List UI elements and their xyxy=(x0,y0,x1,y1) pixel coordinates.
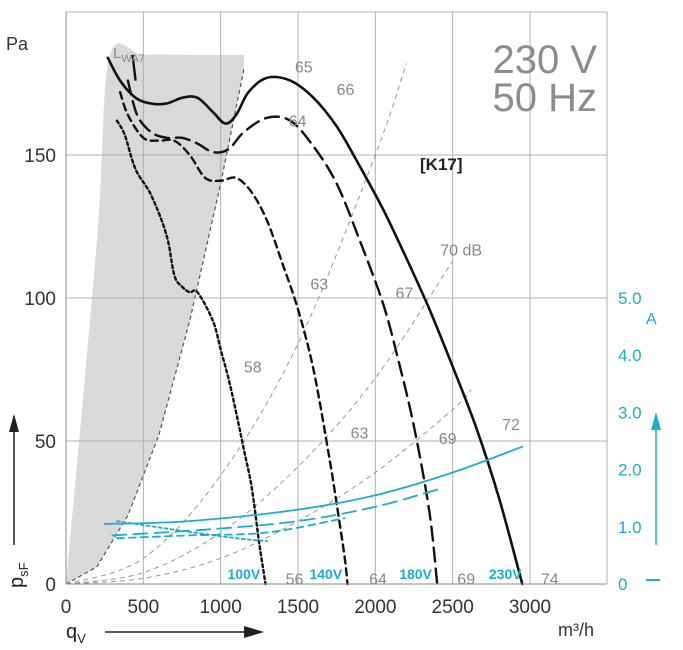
x-tick-label: 2000 xyxy=(354,597,396,618)
x-axis-arrow-head xyxy=(244,626,264,638)
lwa-label: LWA7 xyxy=(113,45,145,65)
right-unit-label: A xyxy=(646,311,657,328)
y-tick-label: 150 xyxy=(24,146,56,167)
y-axis-symbol: psF xyxy=(6,562,31,588)
model-label: [K17] xyxy=(420,155,463,174)
axes xyxy=(9,12,661,638)
x-tick-label: 1500 xyxy=(277,597,319,618)
right-tick-label: 0 xyxy=(618,575,627,594)
sound-level-label: 69 xyxy=(439,431,457,448)
pressure-curve-180v xyxy=(126,79,439,586)
lwa-stub-line xyxy=(131,54,137,81)
right-tick-label: 2.0 xyxy=(618,461,642,480)
y-tick-label: 100 xyxy=(24,289,56,310)
voltage-label: 180V xyxy=(399,566,432,582)
lwa-shaded-region xyxy=(65,43,245,585)
pressure-curve-100v xyxy=(115,119,267,586)
x-tick-label: 3000 xyxy=(509,597,551,618)
x-unit-label: m³/h xyxy=(558,620,594,640)
lwa-label-main: L xyxy=(113,45,121,62)
system-curve-3 xyxy=(65,389,472,585)
sound-level-label: 63 xyxy=(310,277,328,294)
y-axis-symbol-main: p xyxy=(6,577,28,588)
y-tick-label: 0 xyxy=(45,575,56,596)
series-lines xyxy=(103,54,524,586)
left-unit-label: Pa xyxy=(6,34,29,54)
chart-title-line-1: 230 V xyxy=(492,38,597,82)
lwa-shaded-area xyxy=(66,43,244,584)
voltage-label: 100V xyxy=(228,566,261,582)
system-curve-1 xyxy=(65,63,407,585)
x-tick-label: 0 xyxy=(61,597,72,618)
sound-level-label: 65 xyxy=(295,59,313,76)
voltage-label: 230V xyxy=(489,566,522,582)
sound-level-label: 70 dB xyxy=(440,242,482,259)
y-axis-arrow-head xyxy=(9,414,19,432)
current-curve-230v xyxy=(103,445,524,525)
sound-level-label: 72 xyxy=(502,417,520,434)
system-curve-2 xyxy=(65,260,454,585)
system-curves xyxy=(65,63,472,585)
sound-level-label: 64 xyxy=(369,571,387,588)
current-curve-180v xyxy=(111,488,439,537)
sound-level-label: 67 xyxy=(395,285,413,302)
lwa-region-border xyxy=(65,69,245,585)
current-curve-140v xyxy=(116,517,346,540)
current-curve-100v xyxy=(116,520,268,542)
sound-level-label: 56 xyxy=(286,571,304,588)
sound-level-label: 58 xyxy=(244,360,262,377)
x-tick-label: 2500 xyxy=(432,597,474,618)
right-tick-label: 1.0 xyxy=(618,518,642,537)
sound-level-label: 64 xyxy=(289,114,307,131)
right-tick-label: 4.0 xyxy=(618,346,642,365)
lwa-label-sub: WA7 xyxy=(121,53,144,65)
sound-level-label: 69 xyxy=(457,571,475,588)
right-tick-label: 5.0 xyxy=(618,289,642,308)
chart-title-line-2: 50 Hz xyxy=(493,76,598,120)
y-tick-label: 50 xyxy=(35,432,56,453)
pressure-curve-230v xyxy=(106,56,524,586)
x-tick-label: 500 xyxy=(127,597,159,618)
grid xyxy=(66,11,608,584)
x-axis-symbol-sub: V xyxy=(77,631,86,646)
current-arrow-head xyxy=(651,412,661,430)
voltage-label: 140V xyxy=(309,566,342,582)
chart-labels: 230 V 50 Hz [K17] Pa A m³/h LWA7 qV psF … xyxy=(6,34,657,646)
x-tick-label: 1000 xyxy=(200,597,242,618)
sound-level-label: 66 xyxy=(337,82,355,99)
right-tick-label: 3.0 xyxy=(618,403,642,422)
x-axis-symbol: qV xyxy=(66,621,86,646)
sound-level-label: 74 xyxy=(541,571,559,588)
y-axis-symbol-sub: sF xyxy=(16,562,31,577)
x-axis-symbol-main: q xyxy=(66,621,77,643)
pressure-curve-140v xyxy=(118,90,349,586)
sound-level-label: 63 xyxy=(351,425,369,442)
